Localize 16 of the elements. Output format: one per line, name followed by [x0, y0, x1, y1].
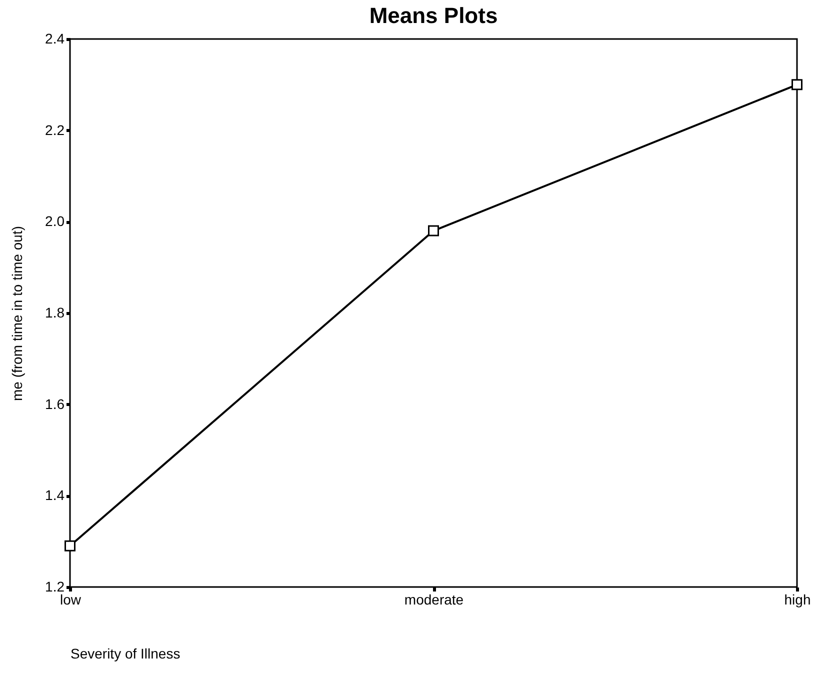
point [428, 225, 439, 236]
y-tick-label: 1.8 [45, 304, 65, 320]
x-axis-title: Severity of Illness [70, 646, 180, 662]
x-tick-label: moderate [404, 592, 464, 608]
y-tick-label: 1.4 [45, 487, 65, 504]
point [792, 79, 802, 90]
point [64, 540, 76, 552]
y-axis-title: me (from time in to time out) [9, 226, 26, 402]
x-tick-label: high [784, 592, 811, 608]
y-tick-label: 1.2 [45, 578, 65, 594]
y-tick-label: 2.4 [45, 30, 65, 46]
chart-title: Means Plots [369, 3, 498, 28]
y-tick-label: 2.2 [45, 122, 65, 138]
y-tick-label: 1.6 [45, 396, 65, 412]
x-tick-label: low [60, 592, 82, 608]
y-tick-label: 2.0 [45, 213, 65, 230]
